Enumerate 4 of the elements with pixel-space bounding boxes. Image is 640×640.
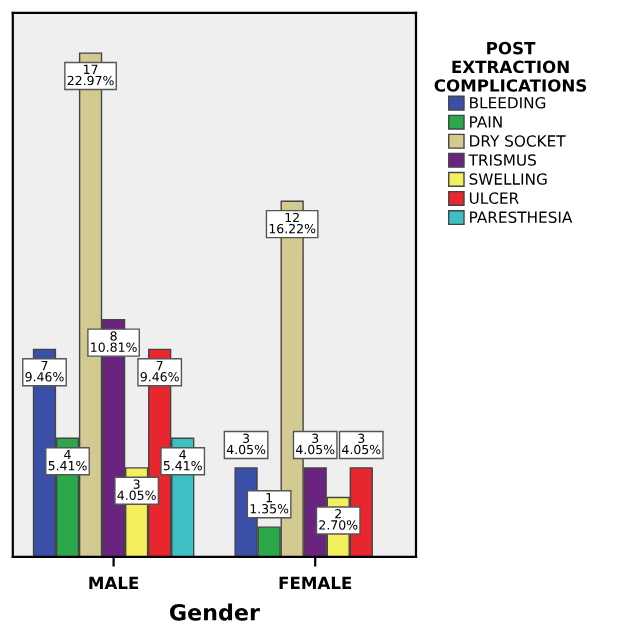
x-tick-label: MALE [89,576,139,589]
legend-title: POST EXTRACTION COMPLICATIONS [434,41,587,92]
x-tick-label: FEMALE [279,576,352,589]
x-axis-title: Gender [169,603,260,621]
